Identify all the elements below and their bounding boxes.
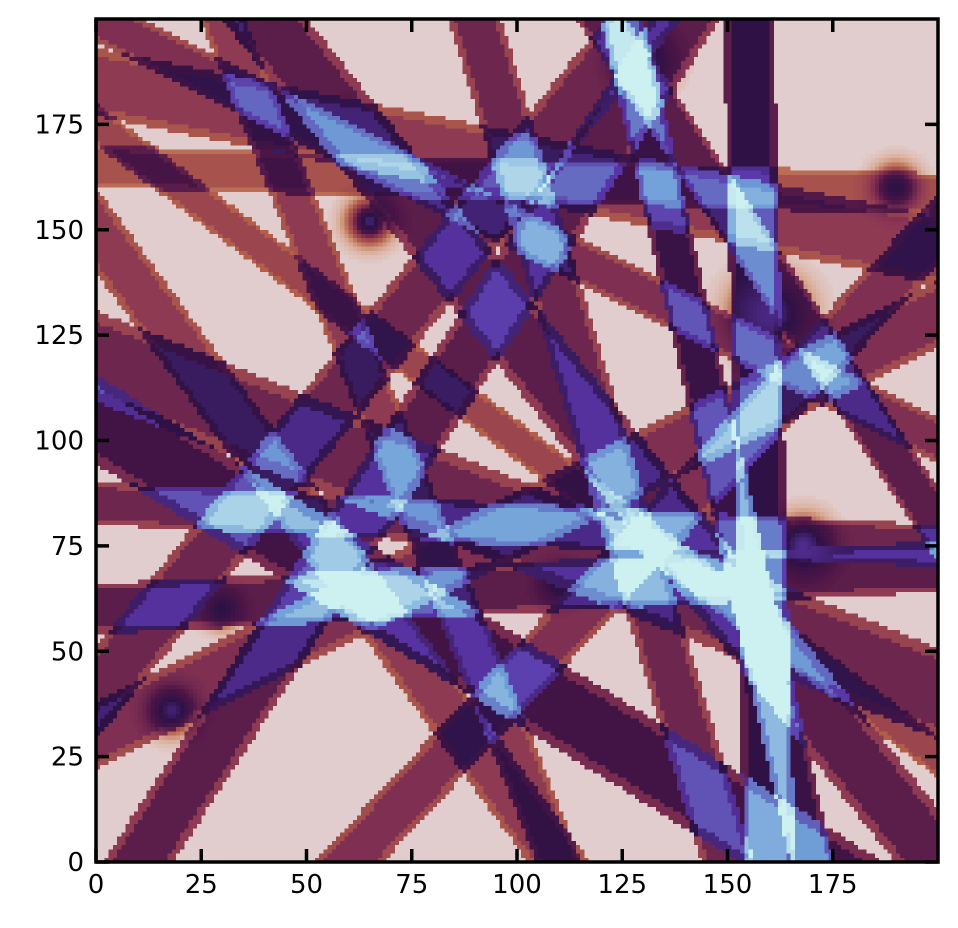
x-tick-label: 0	[88, 870, 105, 900]
x-tick-label: 75	[395, 870, 428, 900]
x-tick-label: 175	[808, 870, 858, 900]
x-tick-label: 150	[703, 870, 753, 900]
y-axis-tick-labels: 0 25 50 75 100 125 150 175	[34, 110, 84, 878]
y-tick-label: 150	[34, 216, 84, 246]
axis-ticks	[94, 19, 938, 864]
y-tick-label: 175	[34, 110, 84, 140]
y-tick-label: 75	[51, 532, 84, 562]
x-tick-label: 125	[597, 870, 647, 900]
y-tick-label: 50	[51, 637, 84, 667]
x-tick-label: 50	[290, 870, 323, 900]
plot-area	[96, 19, 938, 862]
x-axis-tick-labels: 0 25 50 75 100 125 150 175	[88, 870, 858, 900]
y-tick-label: 0	[67, 848, 84, 878]
x-tick-label: 25	[185, 870, 218, 900]
y-tick-label: 125	[34, 321, 84, 351]
y-tick-label: 25	[51, 743, 84, 773]
y-tick-label: 100	[34, 427, 84, 457]
heatmap-image	[96, 19, 938, 862]
x-tick-label: 100	[492, 870, 542, 900]
